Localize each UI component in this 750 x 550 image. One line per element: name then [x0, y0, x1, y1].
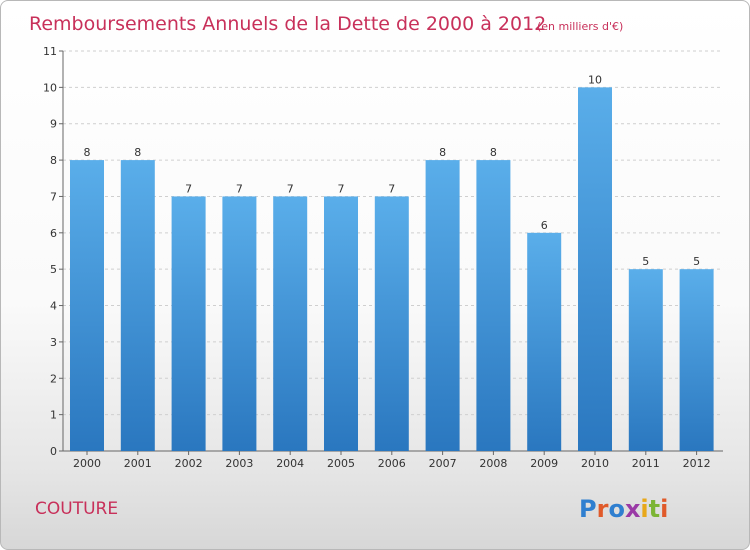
x-tick-label-2006: 2006 [378, 457, 406, 470]
data-label-2009: 6 [541, 219, 548, 232]
y-tick-label: 4 [50, 300, 57, 313]
x-tick-label-2000: 2000 [73, 457, 101, 470]
bar-2010 [578, 87, 612, 451]
x-tick-label-2001: 2001 [124, 457, 152, 470]
x-tick-label-2012: 2012 [683, 457, 711, 470]
bars [70, 87, 714, 451]
commune-name: COUTURE [35, 499, 118, 519]
y-tick-labels: 0 1 2 3 4 5 6 7 8 9 10 11 [43, 45, 57, 458]
logo-letter: r [597, 495, 609, 523]
data-label-2007: 8 [439, 146, 446, 159]
x-tick-label-2004: 2004 [276, 457, 304, 470]
logo-letter: P [579, 495, 597, 523]
data-label-2002: 7 [185, 182, 192, 195]
x-tick-label-2005: 2005 [327, 457, 355, 470]
data-label-2004: 7 [287, 182, 294, 195]
bar-2008 [476, 160, 511, 451]
logo-letter: i [640, 495, 648, 523]
bar-2000 [70, 160, 104, 451]
y-tick-label: 10 [43, 81, 57, 94]
logo-letter: i [660, 495, 668, 523]
data-label-2000: 8 [84, 146, 91, 159]
bar-2011 [628, 269, 663, 451]
x-tick-label-2009: 2009 [530, 457, 558, 470]
y-tick-label: 9 [50, 118, 57, 131]
bar-2004 [273, 196, 308, 451]
x-tick-label-2011: 2011 [632, 457, 660, 470]
y-tick-label: 2 [50, 372, 57, 385]
bar-2006 [374, 196, 409, 451]
data-label-2011: 5 [642, 255, 649, 268]
y-tick-label: 6 [50, 227, 57, 240]
y-tick-label: 0 [50, 445, 57, 458]
logo-letter: t [649, 495, 660, 523]
bar-2007 [425, 160, 460, 451]
data-label-2005: 7 [338, 182, 345, 195]
bar-2012 [679, 269, 714, 451]
bar-2001 [120, 160, 155, 451]
x-tick-label-2002: 2002 [175, 457, 203, 470]
logo-letter: o [608, 495, 625, 523]
x-tick-labels: 2000 2001 2002 2003 2004 2005 2006 2007 2008 2009… [73, 457, 711, 470]
x-tick-label-2007: 2007 [429, 457, 457, 470]
proxiti-logo: Proxiti [579, 495, 668, 523]
logo-letter: x [625, 495, 641, 523]
bar-2005 [324, 196, 358, 451]
unit-note: (en milliers d'€) [537, 20, 623, 33]
data-label-2001: 8 [134, 146, 141, 159]
bar-2003 [222, 196, 257, 451]
data-label-2003: 7 [236, 182, 243, 195]
bar-2009 [527, 232, 562, 451]
y-tick-label: 11 [43, 45, 57, 58]
y-tick-label: 1 [50, 409, 57, 422]
y-tick-label: 3 [50, 336, 57, 349]
y-tick-label: 5 [50, 263, 57, 276]
data-label-2010: 10 [588, 73, 602, 86]
data-labels: 8 8 7 7 7 7 7 8 8 6 10 5 5 [84, 73, 701, 268]
x-tick-label-2008: 2008 [479, 457, 507, 470]
bar-2002 [171, 196, 206, 451]
y-tick-label: 7 [50, 190, 57, 203]
chart-title: Remboursements Annuels de la Dette de 20… [29, 13, 546, 35]
data-label-2012: 5 [693, 255, 700, 268]
data-label-2006: 7 [388, 182, 395, 195]
y-tick-label: 8 [50, 154, 57, 167]
data-label-2008: 8 [490, 146, 497, 159]
x-tick-label-2010: 2010 [581, 457, 609, 470]
x-tick-label-2003: 2003 [225, 457, 253, 470]
